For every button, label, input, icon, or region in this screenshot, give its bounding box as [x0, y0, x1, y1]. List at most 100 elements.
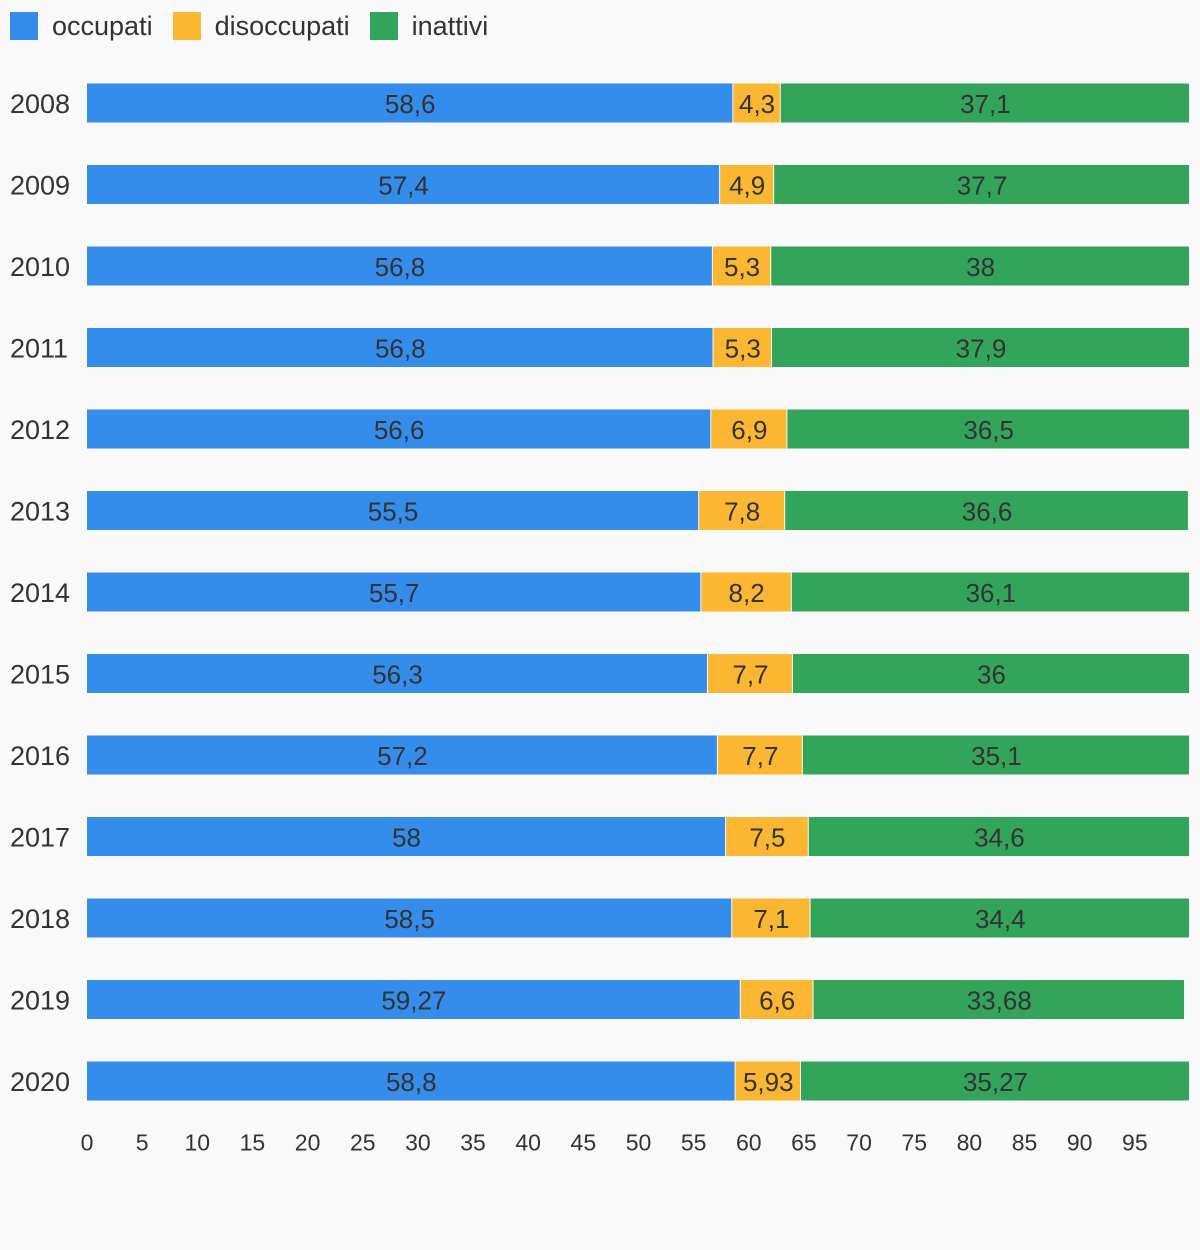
x-axis: 0 5 10 15 20 25 30 35 40 45 50 55 60 65 70 75 80 85 90 95: [81, 1130, 1148, 1156]
bar-segment-inattivi[interactable]: [787, 409, 1189, 449]
data-label: 7,5: [749, 823, 785, 853]
bar-row-2011: 2011 56,8 5,3 37,9: [10, 328, 1189, 367]
data-label: 33,68: [967, 986, 1032, 1016]
data-label: 6,6: [759, 986, 795, 1016]
data-label: 58,5: [384, 904, 435, 934]
bar-row-2014: 2014 55,7 8,2 36,1: [10, 572, 1189, 612]
data-label: 4,3: [739, 89, 775, 119]
bar-segment-inattivi[interactable]: [785, 491, 1188, 530]
bar-segment-occupati[interactable]: [87, 328, 713, 367]
legend-swatch: [10, 12, 38, 40]
y-tick-label: 2008: [10, 89, 70, 119]
bar-segment-occupati[interactable]: [87, 491, 699, 530]
data-label: 36,5: [963, 415, 1014, 445]
data-label: 6,9: [731, 415, 767, 445]
bar-segment-inattivi[interactable]: [791, 572, 1189, 612]
bar-segment-disoccupati[interactable]: [699, 491, 785, 530]
bar-segment-disoccupati[interactable]: [717, 735, 802, 775]
bar-segment-inattivi[interactable]: [813, 980, 1185, 1019]
bar-row-2012: 2012 56,6 6,9 36,5: [10, 409, 1189, 449]
data-label: 7,1: [753, 904, 789, 934]
data-label: 5,3: [724, 252, 760, 282]
bar-row-2010: 2010 56,8 5,3 38: [10, 246, 1189, 286]
data-label: 55,7: [369, 578, 420, 608]
bar-segment-inattivi[interactable]: [774, 165, 1189, 204]
legend-item-inattivi[interactable]: inattivi: [369, 10, 489, 42]
bar-segment-occupati[interactable]: [87, 572, 701, 612]
bar-segment-disoccupati[interactable]: [732, 898, 810, 938]
data-label: 57,4: [378, 171, 429, 201]
x-tick-label: 5: [136, 1130, 149, 1156]
bar-row-2020: 2020 58,8 5,93 35,27: [10, 1061, 1189, 1101]
bar-segment-inattivi[interactable]: [771, 328, 1189, 367]
x-tick-label: 35: [460, 1130, 486, 1156]
legend-label: occupati: [52, 10, 153, 41]
x-tick-label: 20: [295, 1130, 321, 1156]
bar-segment-occupati[interactable]: [87, 735, 717, 775]
bar-segment-disoccupati[interactable]: [726, 817, 808, 856]
bar-segment-inattivi[interactable]: [808, 817, 1189, 856]
bar-segment-inattivi[interactable]: [802, 735, 1189, 775]
x-tick-label: 90: [1067, 1130, 1093, 1156]
bar-segment-occupati[interactable]: [87, 409, 711, 449]
legend-label: inattivi: [411, 10, 489, 41]
data-label: 56,8: [375, 334, 426, 364]
bar-segment-disoccupati[interactable]: [713, 328, 771, 367]
data-label: 36,1: [966, 578, 1017, 608]
bar-segment-occupati[interactable]: [87, 654, 707, 693]
x-tick-label: 30: [405, 1130, 431, 1156]
y-tick-label: 2012: [10, 415, 70, 445]
bar-segment-occupati[interactable]: [87, 246, 712, 286]
data-label: 55,5: [368, 497, 419, 527]
bar-segment-inattivi[interactable]: [792, 654, 1189, 693]
y-tick-label: 2010: [10, 252, 70, 282]
bar-segment-disoccupati[interactable]: [740, 980, 813, 1019]
data-label: 36,6: [962, 497, 1013, 527]
x-tick-label: 10: [185, 1130, 211, 1156]
x-tick-label: 55: [681, 1130, 707, 1156]
bar-segment-disoccupati[interactable]: [735, 1061, 800, 1101]
y-tick-label: 2018: [10, 904, 70, 934]
bar-segment-inattivi[interactable]: [800, 1061, 1189, 1101]
x-tick-label: 95: [1122, 1130, 1148, 1156]
bar-row-2008: 2008 58,6 4,3 37,1: [10, 83, 1189, 123]
data-label: 59,27: [381, 986, 446, 1016]
data-label: 4,9: [729, 171, 765, 201]
x-tick-label: 45: [571, 1130, 597, 1156]
bar-segment-disoccupati[interactable]: [707, 654, 792, 693]
bar-segment-occupati[interactable]: [87, 898, 732, 938]
bar-segment-inattivi[interactable]: [810, 898, 1189, 938]
bar-segment-occupati[interactable]: [87, 980, 740, 1019]
bar-segment-disoccupati[interactable]: [733, 83, 780, 123]
bar-row-2017: 2017 58 7,5 34,6: [10, 817, 1189, 856]
x-tick-label: 65: [791, 1130, 817, 1156]
bar-row-2016: 2016 57,2 7,7 35,1: [10, 735, 1189, 775]
x-tick-label: 40: [515, 1130, 541, 1156]
data-label: 5,93: [743, 1067, 794, 1097]
x-tick-label: 60: [736, 1130, 762, 1156]
data-label: 5,3: [725, 334, 761, 364]
bar-segment-inattivi[interactable]: [771, 246, 1189, 286]
data-label: 37,7: [957, 171, 1008, 201]
bar-segment-disoccupati[interactable]: [711, 409, 787, 449]
y-tick-label: 2017: [10, 823, 70, 853]
data-label: 7,7: [732, 660, 768, 690]
bar-segment-disoccupati[interactable]: [701, 572, 791, 612]
bar-segment-occupati[interactable]: [87, 165, 720, 204]
bar-segment-occupati[interactable]: [87, 817, 726, 856]
data-label: 7,8: [724, 497, 760, 527]
legend-item-occupati[interactable]: occupati: [10, 11, 153, 42]
y-tick-label: 2014: [10, 578, 70, 608]
bar-segment-inattivi[interactable]: [780, 83, 1189, 123]
legend-item-disoccupati[interactable]: disoccupati: [172, 11, 350, 42]
bar-segment-occupati[interactable]: [87, 1061, 735, 1101]
data-label: 8,2: [729, 578, 765, 608]
y-tick-label: 2011: [10, 334, 68, 364]
bar-segment-occupati[interactable]: [87, 83, 733, 123]
bar-segment-disoccupati[interactable]: [712, 246, 771, 286]
data-label: 34,4: [975, 904, 1026, 934]
x-tick-label: 25: [350, 1130, 376, 1156]
y-tick-label: 2009: [10, 171, 70, 201]
bar-segment-disoccupati[interactable]: [720, 165, 774, 204]
